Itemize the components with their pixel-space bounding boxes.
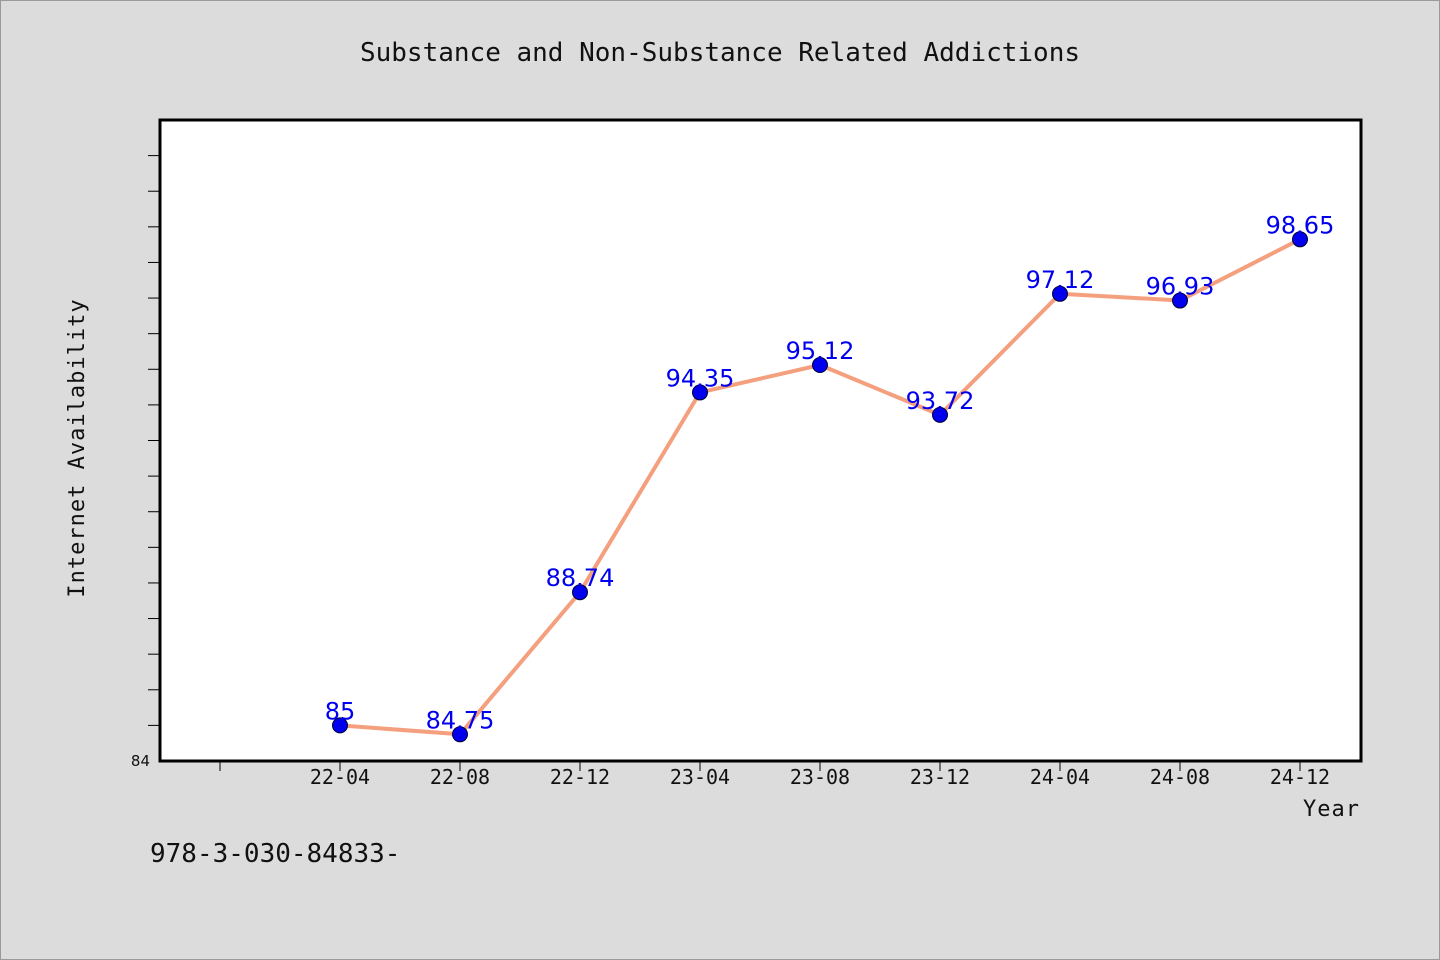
x-tick-label: 24-04 <box>1030 765 1090 789</box>
series-line: 85 84.75 88.74 94.35 95.12 93.72 97.12 96.93 98.… <box>325 211 1335 743</box>
x-tick-label: 22-08 <box>430 765 490 789</box>
x-tick-label: 22-12 <box>550 765 610 789</box>
data-label: 93.72 <box>906 387 975 415</box>
data-point <box>332 717 348 734</box>
data-point <box>572 584 588 601</box>
chart-title: Substance and Non-Substance Related Addi… <box>360 38 1080 68</box>
data-point <box>812 357 828 374</box>
data-label: 95.12 <box>786 337 855 365</box>
y-tick-label-min: 84 <box>131 752 150 770</box>
x-axis-label: Year <box>1303 797 1360 822</box>
data-point <box>692 384 708 401</box>
data-point <box>932 406 948 423</box>
data-point <box>452 726 468 743</box>
footer-isbn-text: 978-3-030-84833- <box>150 839 400 869</box>
data-label: 85 <box>325 697 356 725</box>
x-tick-label: 23-04 <box>670 765 730 789</box>
y-axis-label: Internet Availability <box>65 298 90 597</box>
x-tick-label: 23-08 <box>790 765 850 789</box>
x-tick-labels: 22-04 22-08 22-12 23-04 23-08 23-12 24-04 24-08… <box>310 765 1330 789</box>
data-label: 88.74 <box>546 564 615 592</box>
plot-area <box>158 118 1363 763</box>
data-label: 96.93 <box>1146 273 1215 301</box>
x-tick-label: 22-04 <box>310 765 370 789</box>
data-label: 98.65 <box>1266 211 1335 239</box>
data-point <box>1292 231 1308 248</box>
x-tick-label: 24-08 <box>1150 765 1210 789</box>
x-axis-ticks <box>219 761 1301 771</box>
x-tick-label: 23-12 <box>910 765 970 789</box>
data-label: 97.12 <box>1026 266 1095 294</box>
x-tick-label: 24-12 <box>1270 765 1330 789</box>
data-point <box>1172 292 1188 309</box>
data-point <box>1052 285 1068 302</box>
data-label: 94.35 <box>666 364 735 392</box>
data-label: 84.75 <box>426 706 495 734</box>
y-axis-ticks <box>148 155 160 726</box>
